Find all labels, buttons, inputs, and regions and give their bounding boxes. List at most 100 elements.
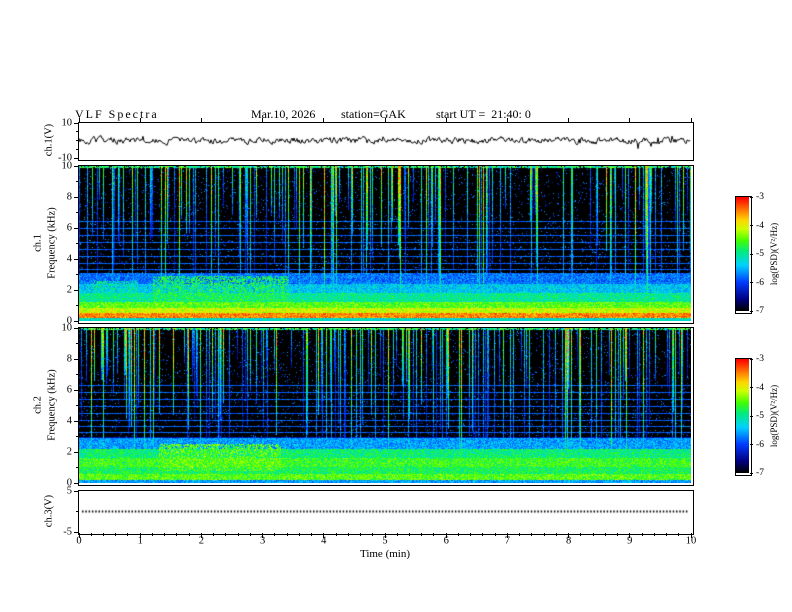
colorbar-1-panel: [735, 196, 752, 314]
x-axis-tick: [690, 533, 692, 538]
y-axis-tick: [74, 122, 78, 124]
colorbar-tick: [750, 444, 753, 445]
y-tick-label: 6: [66, 384, 72, 396]
x-axis-top-tick: [445, 118, 447, 122]
y-axis-minor-tick: [76, 405, 78, 406]
ch2-spectrogram-panel: [78, 327, 694, 486]
plot-start-ut: start UT = 21:40: 0: [436, 107, 531, 121]
x-axis-minor-tick: [335, 533, 337, 536]
y-axis-tick: [74, 482, 78, 484]
y-tick-label: 10: [61, 322, 73, 334]
y-tick-label: 0: [66, 315, 72, 327]
ch1-voltage-axis-label: ch.1(V): [43, 123, 55, 157]
x-axis-tick: [200, 533, 202, 538]
y-axis-minor-tick: [76, 181, 78, 182]
x-axis-minor-tick: [678, 533, 680, 536]
x-axis-minor-tick: [249, 533, 251, 536]
ch2-spectrogram-canvas: [79, 328, 691, 483]
x-axis-top-tick: [384, 118, 386, 122]
colorbar-2-label: log(PSD)(V²/Hz): [769, 384, 779, 448]
x-axis-top-tick: [568, 118, 570, 122]
y-tick-label: 5: [66, 485, 72, 497]
ch1-spectrogram-canvas: [79, 166, 691, 321]
y-axis-minor-tick: [76, 511, 78, 512]
x-axis-minor-tick: [641, 533, 643, 536]
x-axis-title: Time (min): [359, 548, 411, 560]
x-axis-minor-tick: [457, 533, 459, 536]
x-axis-top-tick: [78, 118, 80, 122]
x-axis-minor-tick: [102, 533, 104, 536]
y-axis-minor-tick: [76, 467, 78, 468]
x-axis-minor-tick: [115, 533, 117, 536]
y-axis-minor-tick: [76, 343, 78, 344]
colorbar-tick: [750, 253, 753, 255]
x-axis-minor-tick: [580, 533, 582, 536]
colorbar-tick-label: -3: [756, 354, 764, 364]
colorbar-1-label: log(PSD)(V²/Hz): [769, 222, 779, 286]
x-tick-label: 5: [382, 535, 388, 547]
x-axis-minor-tick: [470, 533, 472, 536]
x-axis-tick: [568, 533, 570, 538]
ch3-waveform-canvas: [79, 491, 691, 532]
x-axis-minor-tick: [347, 533, 349, 536]
y-axis-tick: [74, 165, 78, 167]
colorbar-tick: [750, 472, 753, 474]
y-axis-minor-tick: [76, 140, 78, 141]
y-tick-label: 4: [66, 253, 72, 265]
colorbar-tick-label: -5: [756, 411, 764, 421]
y-tick-label: -5: [63, 526, 72, 538]
y-axis-tick: [74, 227, 78, 229]
y-tick-label: 0: [66, 477, 72, 489]
x-axis-minor-tick: [164, 533, 166, 536]
x-tick-label: 1: [137, 535, 143, 547]
plot-date: Mar.10, 2026: [251, 107, 316, 121]
x-tick-label: 8: [565, 535, 572, 547]
spec2-channel-label: ch.2: [32, 396, 44, 414]
y-tick-label: 10: [61, 160, 73, 172]
x-axis-minor-tick: [311, 533, 313, 536]
x-axis-tick: [506, 533, 508, 538]
x-axis-minor-tick: [188, 533, 190, 536]
y-axis-tick: [74, 420, 78, 422]
y-tick-label: 8: [66, 191, 72, 203]
spec1-frequency-axis-label: Frequency (kHz): [46, 207, 58, 279]
y-axis-minor-tick: [76, 148, 78, 150]
x-axis-top-tick: [506, 118, 508, 122]
ch1-waveform-canvas: [79, 123, 691, 158]
x-axis-top-tick: [200, 118, 202, 122]
x-axis-minor-tick: [617, 533, 619, 536]
spec1-channel-label: ch.1: [32, 234, 44, 252]
y-tick-label: 8: [66, 353, 72, 365]
y-axis-tick: [74, 389, 78, 391]
y-axis-tick: [74, 320, 78, 322]
x-axis-top-tick: [262, 118, 264, 122]
colorbar-tick-label: -7: [756, 306, 764, 316]
y-axis-minor-tick: [76, 274, 78, 275]
x-axis-minor-tick: [90, 533, 92, 536]
colorbar-tick-label: -6: [756, 439, 764, 450]
y-tick-label: 2: [66, 284, 72, 296]
x-axis-minor-tick: [482, 533, 484, 536]
x-axis-minor-tick: [421, 533, 423, 536]
ch1-waveform-panel: [78, 122, 694, 161]
x-axis-top-tick: [323, 118, 325, 122]
colorbar-1-canvas: [736, 197, 749, 311]
colorbar-tick-label: -7: [756, 468, 764, 478]
colorbar-tick-label: -3: [756, 192, 764, 202]
x-axis-minor-tick: [225, 533, 227, 536]
y-tick-label: 6: [66, 222, 72, 234]
x-axis-minor-tick: [176, 533, 178, 536]
x-axis-minor-tick: [543, 533, 545, 536]
x-axis-minor-tick: [592, 533, 594, 536]
y-tick-label: -10: [58, 152, 72, 164]
y-axis-minor-tick: [76, 131, 78, 133]
x-axis-minor-tick: [653, 533, 655, 536]
x-axis-minor-tick: [519, 533, 521, 536]
colorbar-tick-label: -5: [756, 249, 764, 259]
x-axis-tick: [384, 533, 386, 538]
colorbar-tick: [750, 310, 753, 312]
x-axis-minor-tick: [396, 533, 398, 536]
y-axis-minor-tick: [76, 212, 78, 213]
x-tick-label: 9: [627, 535, 633, 547]
x-axis-minor-tick: [151, 533, 153, 536]
